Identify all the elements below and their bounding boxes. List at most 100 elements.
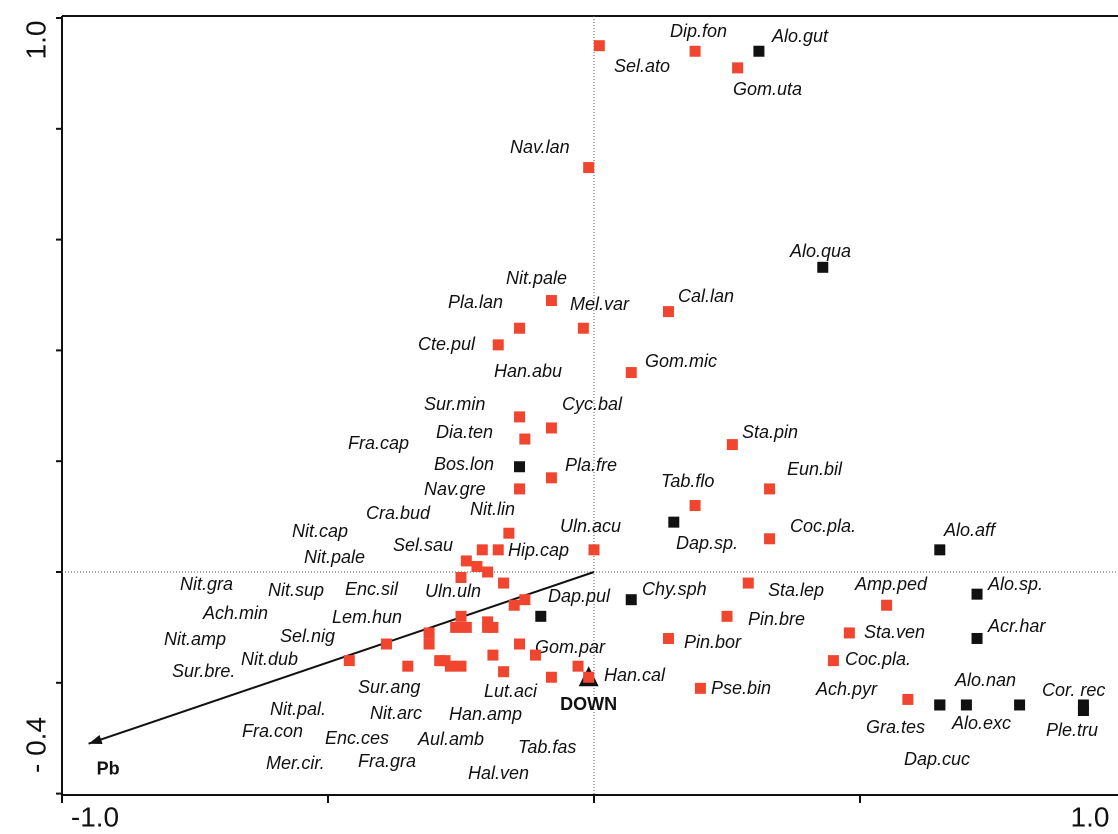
species-point	[514, 483, 526, 495]
species-label: Dia.ten	[436, 422, 493, 442]
species-label: Nav.lan	[510, 137, 570, 157]
species-point	[662, 306, 674, 318]
species-label: Ach.pyr	[815, 679, 878, 699]
species-point	[519, 433, 531, 445]
species-label: Cal.lan	[678, 286, 734, 306]
species-label: Nit.pale	[506, 268, 567, 288]
species-label: Sta.lep	[768, 580, 824, 600]
x-tick-label: 1.0	[1071, 801, 1110, 832]
species-label: Sta.pin	[742, 422, 798, 442]
species-label: Uln.uln	[425, 581, 481, 601]
species-label: Pin.bor	[684, 632, 742, 652]
species-label: Han.cal	[604, 665, 666, 685]
species-point	[535, 610, 547, 622]
y-tick-label: - 0.4	[20, 717, 51, 773]
species-label: Alo.sp.	[987, 574, 1043, 594]
species-point	[668, 516, 680, 528]
species-point	[753, 45, 765, 57]
species-label: Pla.lan	[448, 292, 503, 312]
species-label: Aul.amb	[417, 729, 484, 749]
species-label: Dap.sp.	[676, 533, 738, 553]
species-label: Mel.var	[570, 294, 630, 314]
species-label: Alo.gut	[771, 26, 829, 46]
species-point	[572, 660, 584, 672]
species-point	[843, 627, 855, 639]
species-point	[742, 577, 754, 589]
species-point	[817, 261, 829, 273]
species-label: Enc.ces	[325, 728, 389, 748]
species-point	[455, 572, 467, 584]
species-point	[482, 566, 494, 578]
species-point	[455, 610, 467, 622]
species-label: Nit.gra	[180, 574, 233, 594]
species-label: Fra.gra	[358, 751, 416, 771]
species-point	[545, 295, 557, 307]
species-point	[721, 610, 733, 622]
species-label: Nit.lin	[470, 499, 515, 519]
species-label: Tab.flo	[661, 471, 714, 491]
species-label: Enc.sil	[345, 579, 399, 599]
species-point	[827, 655, 839, 667]
species-label: Alo.aff	[943, 520, 997, 540]
arrow-head	[88, 734, 103, 745]
species-point	[519, 594, 531, 606]
species-point	[881, 599, 893, 611]
species-point	[508, 599, 520, 611]
species-label: Gom.uta	[733, 79, 802, 99]
species-label: Coc.pla.	[790, 516, 856, 536]
species-point	[625, 594, 637, 606]
species-point	[471, 560, 483, 572]
species-label: Acr.har	[987, 616, 1046, 636]
species-label: Lem.hun	[332, 607, 402, 627]
species-label: Lut.aci	[484, 681, 538, 701]
env-label: DOWN	[560, 694, 617, 714]
species-label: Sel.sau	[393, 535, 453, 555]
species-point	[971, 632, 983, 644]
species-label: Sel.nig	[280, 626, 335, 646]
species-point	[444, 660, 456, 672]
species-label: Alo.nan	[954, 670, 1016, 690]
species-point	[498, 577, 510, 589]
species-point	[1077, 705, 1089, 716]
species-label: Nit.cap	[292, 521, 348, 541]
species-label: Pin.bre	[748, 609, 805, 629]
species-label: Mer.cir.	[266, 753, 325, 773]
species-point	[588, 544, 600, 556]
species-label: Sur.ang	[358, 677, 420, 697]
species-label: Nit.arc	[370, 703, 422, 723]
species-point	[934, 544, 946, 556]
species-label: Han.abu	[494, 361, 562, 381]
species-point	[514, 461, 526, 473]
species-label: Alo.qua	[789, 241, 851, 261]
species-point	[732, 62, 744, 74]
species-label: Cra.bud	[366, 503, 431, 523]
species-label: Nit.dub	[241, 649, 298, 669]
species-point	[450, 621, 462, 633]
species-label: Sta.ven	[864, 622, 925, 642]
species-label: Ple.tru	[1046, 720, 1098, 740]
species-label: Nit.amp	[164, 629, 226, 649]
y-tick-label: 1.0	[20, 21, 51, 60]
species-label: Sur.bre.	[172, 661, 235, 681]
species-point	[545, 671, 557, 683]
species-label: Han.amp	[449, 704, 522, 724]
species-label: Nit.sup	[268, 580, 324, 600]
species-point	[439, 655, 451, 667]
species-label: Pla.fre	[565, 455, 617, 475]
species-label: Fra.con	[242, 721, 303, 741]
species-label: Coc.pla.	[845, 649, 911, 669]
species-point	[625, 367, 637, 379]
species-point	[689, 45, 701, 57]
species-point	[381, 638, 393, 650]
species-label: Chy.sph	[642, 579, 707, 599]
species-label: Eun.bil	[787, 459, 843, 479]
species-point	[726, 439, 738, 451]
species-label: Sel.ato	[614, 56, 670, 76]
species-label: Cte.pul	[418, 334, 476, 354]
species-point	[902, 693, 914, 705]
species-label: Gra.tes	[866, 717, 925, 737]
species-label: Bos.lon	[434, 454, 494, 474]
species-label: Sur.min	[424, 394, 485, 414]
species-label: Fra.cap	[348, 433, 409, 453]
species-point	[1077, 699, 1089, 711]
